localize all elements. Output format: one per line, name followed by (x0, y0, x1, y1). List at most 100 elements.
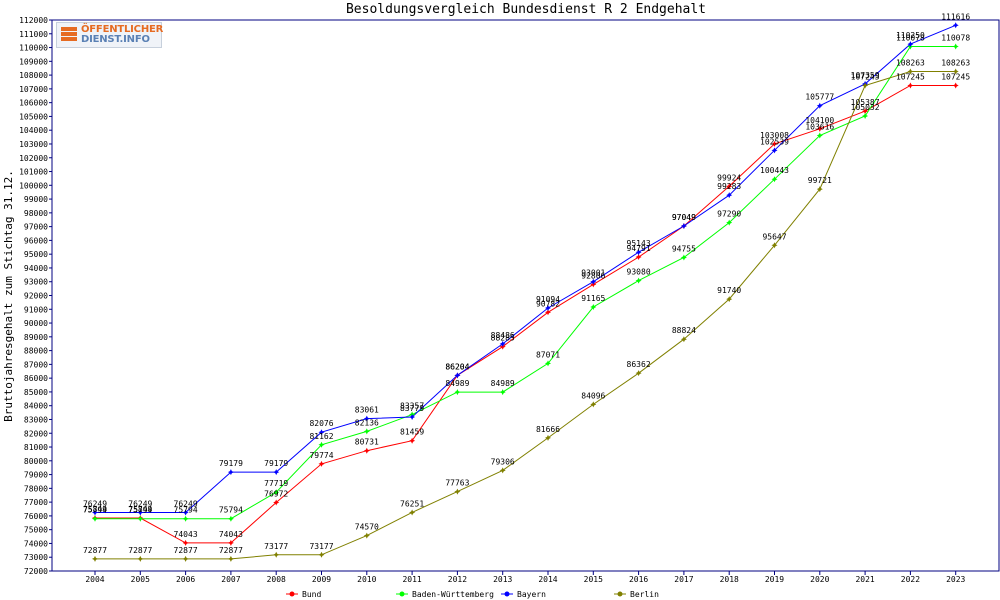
value-label: 86204 (445, 362, 469, 371)
data-point (771, 140, 778, 147)
value-label: 95647 (762, 232, 786, 241)
data-point (590, 304, 597, 311)
data-point (499, 389, 506, 396)
y-tick-label: 80000 (24, 457, 48, 466)
data-point (227, 555, 234, 562)
value-label: 108263 (941, 58, 970, 67)
data-point (499, 340, 506, 347)
data-point (771, 242, 778, 249)
y-tick-label: 96000 (24, 236, 48, 245)
x-tick-label: 2005 (131, 575, 150, 584)
value-label: 76249 (128, 499, 152, 508)
value-label: 72877 (219, 546, 243, 555)
value-label: 87071 (536, 350, 560, 359)
data-point (590, 278, 597, 285)
data-point (454, 488, 461, 495)
data-point (318, 429, 325, 436)
y-tick-label: 107000 (19, 85, 48, 94)
y-tick-label: 81000 (24, 443, 48, 452)
value-label: 105387 (851, 98, 880, 107)
y-tick-label: 73000 (24, 553, 48, 562)
data-point (92, 515, 98, 522)
legend-marker (289, 591, 295, 597)
legend-label: Baden-Württemberg (412, 590, 494, 599)
logo-line-1: ÖFFENTLICHER (81, 24, 164, 35)
series-markers (92, 22, 959, 562)
data-point (635, 277, 642, 284)
x-tick-label: 2023 (946, 575, 965, 584)
data-point (635, 370, 642, 377)
value-label: 107245 (941, 73, 970, 82)
value-label: 110250 (896, 31, 925, 40)
data-point (816, 186, 823, 193)
x-axis: 2004 2005 2006 2007 2008 2009 2010 2011 2012 2013… (85, 571, 966, 584)
value-label: 75849 (83, 505, 107, 514)
x-tick-label: 2017 (674, 575, 693, 584)
value-label: 79179 (219, 459, 243, 468)
value-label: 79306 (491, 457, 515, 466)
data-point (499, 467, 506, 474)
data-point (952, 43, 959, 50)
x-tick-label: 2016 (629, 575, 648, 584)
data-point (816, 132, 823, 139)
series-line-baden-w-rttemberg (95, 46, 956, 520)
data-point (952, 22, 959, 29)
value-label: 88824 (672, 326, 696, 335)
x-tick-label: 2015 (584, 575, 603, 584)
data-point (363, 532, 370, 539)
y-tick-label: 111000 (19, 30, 48, 39)
x-tick-label: 2022 (901, 575, 920, 584)
value-label: 99924 (717, 173, 741, 182)
y-tick-label: 90000 (24, 319, 48, 328)
data-point (771, 176, 778, 183)
data-point (182, 539, 189, 546)
y-tick-label: 103000 (19, 140, 48, 149)
data-point (726, 183, 733, 190)
data-point (273, 489, 280, 496)
y-tick-label: 112000 (19, 16, 48, 25)
value-label: 81162 (309, 432, 333, 441)
value-label: 75794 (219, 506, 243, 515)
x-tick-label: 2009 (312, 575, 331, 584)
data-point (545, 309, 551, 316)
y-tick-label: 84000 (24, 402, 48, 411)
data-point (227, 515, 234, 522)
y-tick-label: 95000 (24, 250, 48, 259)
data-point (862, 112, 869, 119)
data-point (635, 254, 642, 261)
value-label: 73177 (309, 542, 333, 551)
value-label: 86362 (627, 360, 651, 369)
logo-line-2: DIENST.INFO (81, 34, 150, 45)
y-tick-label: 74000 (24, 539, 48, 548)
x-tick-label: 2007 (221, 575, 240, 584)
data-point (816, 125, 823, 132)
logo-icon (61, 27, 77, 43)
data-point (318, 551, 325, 558)
value-label: 110078 (896, 33, 925, 42)
value-label: 107359 (851, 71, 880, 80)
data-point (137, 509, 144, 516)
data-point (952, 82, 959, 89)
value-label: 97290 (717, 210, 741, 219)
value-label: 79774 (309, 451, 333, 460)
value-label: 99283 (717, 182, 741, 191)
y-tick-label: 99000 (24, 195, 48, 204)
value-label: 100443 (760, 166, 789, 175)
y-tick-label: 78000 (24, 484, 48, 493)
value-label: 99721 (808, 176, 832, 185)
legend-label: Berlin (630, 590, 659, 599)
y-tick-label: 88000 (24, 347, 48, 356)
value-label: 74043 (174, 530, 198, 539)
y-tick-label: 108000 (19, 71, 48, 80)
x-tick-label: 2020 (810, 575, 829, 584)
data-point (907, 82, 914, 89)
value-label: 82076 (309, 419, 333, 428)
value-label: 93080 (627, 268, 651, 277)
data-point (273, 551, 280, 558)
data-point (182, 509, 189, 516)
value-label: 81666 (536, 425, 560, 434)
y-tick-label: 102000 (19, 154, 48, 163)
x-tick-label: 2011 (402, 575, 421, 584)
series-line-berlin (95, 71, 956, 560)
value-label: 75794 (128, 506, 152, 515)
